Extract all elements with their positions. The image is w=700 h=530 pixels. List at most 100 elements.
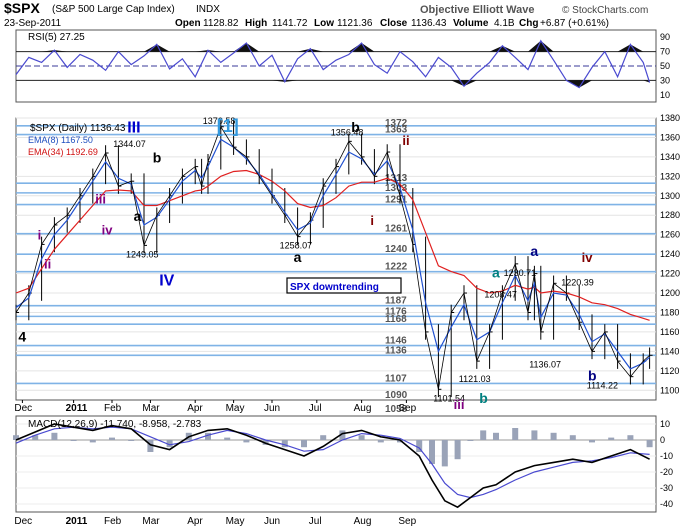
macd-histogram-bar: [646, 440, 653, 448]
chart-exchange: INDX: [196, 4, 220, 15]
macd-histogram-bar: [416, 440, 423, 452]
macd-histogram-bar: [224, 437, 231, 440]
rsi-ytick-90: 90: [660, 32, 670, 42]
macd-histogram-bar: [627, 435, 634, 440]
wave-label: b: [351, 119, 360, 135]
close-line: [15, 125, 650, 390]
macd-histogram-bar: [166, 440, 173, 448]
macd-histogram-bar: [467, 440, 474, 441]
x-tick-label-bottom-Mar: Mar: [142, 516, 160, 527]
macd-ytick--40: -40: [660, 499, 673, 509]
x-tick-label-top-Sep: Sep: [398, 403, 416, 414]
rsi-layer: 10 30 50 70 90: [15, 32, 670, 100]
level-label-1176: 1176: [385, 306, 407, 317]
rsi-ytick-70: 70: [660, 47, 670, 57]
x-tick-label-top-2011: 2011: [66, 403, 88, 414]
price-annotation: 1344.07: [113, 139, 146, 149]
price-annotation: 1208.47: [484, 289, 517, 299]
rsi-ytick-10: 10: [660, 90, 670, 100]
chart-name: (S&P 500 Large Cap Index): [52, 4, 175, 15]
close-label: Close: [380, 18, 408, 29]
wave-label: [1]: [217, 116, 239, 136]
wave-label: b: [153, 150, 162, 166]
x-tick-label-bottom-Dec: Dec: [14, 516, 32, 527]
ema8-line: [15, 138, 651, 370]
wave-label: a: [294, 249, 302, 265]
downtrend-callout: SPX downtrending: [286, 277, 402, 294]
wave-label: i: [38, 228, 42, 243]
x-tick-label-bottom-May: May: [226, 516, 245, 527]
x-tick-label-top-Feb: Feb: [104, 403, 122, 414]
macd-histogram-bar: [51, 432, 58, 440]
macd-histogram-bar: [429, 440, 435, 464]
level-label-1303: 1303: [385, 183, 408, 194]
price-ytick-1200: 1200: [660, 288, 680, 298]
macd-ytick--10: -10: [660, 451, 673, 461]
price-ytick-1140: 1140: [660, 346, 679, 356]
wave-label: iii: [95, 192, 106, 207]
macd-histogram-bar: [480, 430, 487, 440]
level-label-1222: 1222: [385, 262, 408, 273]
x-tick-label-top-Dec: Dec: [14, 403, 32, 414]
ema34-line: [15, 169, 650, 321]
x-tick-label-top-Mar: Mar: [142, 403, 160, 414]
x-tick-label-top-Aug: Aug: [354, 403, 372, 414]
level-label-1187: 1187: [385, 296, 407, 307]
macd-histogram-bar: [377, 440, 384, 443]
macd-histogram-bar: [281, 440, 288, 448]
wave-label: ii: [402, 133, 409, 148]
macd-histogram-bar: [569, 435, 576, 440]
price-annotation: 1136.07: [529, 359, 561, 369]
macd-histogram-bar: [147, 440, 154, 452]
level-label-1363: 1363: [385, 125, 408, 136]
price-ytick-1360: 1360: [660, 132, 680, 142]
stockcharts-credit: © StockCharts.com: [562, 5, 648, 16]
macd-histogram-bar: [358, 435, 365, 440]
price-annotation: 1370.58: [203, 116, 236, 126]
price-ytick-1260: 1260: [660, 230, 680, 240]
macd-line: [15, 423, 650, 509]
x-tick-label-bottom-Jun: Jun: [264, 516, 280, 527]
macd-histogram-bar: [32, 435, 39, 440]
x-tick-label-bottom-Sep: Sep: [398, 516, 416, 527]
macd-histogram-bar: [550, 432, 557, 440]
level-label-1107: 1107: [385, 373, 407, 384]
level-label-1136: 1136: [385, 345, 407, 356]
level-label-1240: 1240: [385, 244, 408, 255]
price-annotation: 1121.03: [459, 374, 491, 384]
wave-label: IV: [159, 272, 174, 289]
price-annotation: 1101.54: [433, 393, 465, 403]
price-ytick-1100: 1100: [660, 385, 679, 395]
price-ytick-1380: 1380: [660, 113, 680, 123]
macd-histogram-bar: [243, 440, 250, 443]
volume-label: Volume: [453, 18, 489, 29]
watermark: Objective Elliott Wave: [420, 4, 535, 16]
price-annotation: 1356.48: [331, 127, 364, 137]
macd-histogram-bar: [441, 440, 448, 467]
chg-value: +6.87 (+0.61%): [540, 18, 609, 29]
level-label-1090: 1090: [385, 390, 408, 401]
level-label-1146: 1146: [385, 336, 407, 347]
low-label: Low: [314, 18, 334, 29]
macd-histogram-bar: [89, 440, 96, 443]
open-value: 1128.82: [203, 18, 239, 29]
rsi-ytick-30: 30: [660, 75, 670, 85]
price-annotation: 1230.71: [504, 268, 537, 278]
x-tick-label-bottom-Aug: Aug: [354, 516, 372, 527]
wave-label: 4: [18, 329, 26, 345]
x-tick-label-bottom-2011: 2011: [66, 516, 88, 527]
wave-label: b: [588, 368, 597, 384]
price-ytick-1280: 1280: [660, 210, 680, 220]
macd-histogram-bar: [493, 432, 499, 440]
level-label-1313: 1313: [385, 173, 408, 184]
macd-histogram-bar: [339, 430, 346, 440]
x-tick-label-bottom-Feb: Feb: [104, 516, 122, 527]
chg-label: Chg: [519, 18, 538, 29]
macd-histogram-bar: [70, 440, 77, 441]
wave-label: a: [134, 208, 142, 224]
macd-histogram-bar: [13, 435, 19, 440]
macd-legend: MACD(12,26,9) -11.740, -8.958, -2.783: [28, 419, 202, 430]
price-ytick-1220: 1220: [660, 269, 680, 279]
ohlc-readout: Open 1128.82 High 1141.72 Low 1121.36 Cl…: [175, 18, 609, 29]
volume-value: 4.1B: [494, 18, 515, 29]
